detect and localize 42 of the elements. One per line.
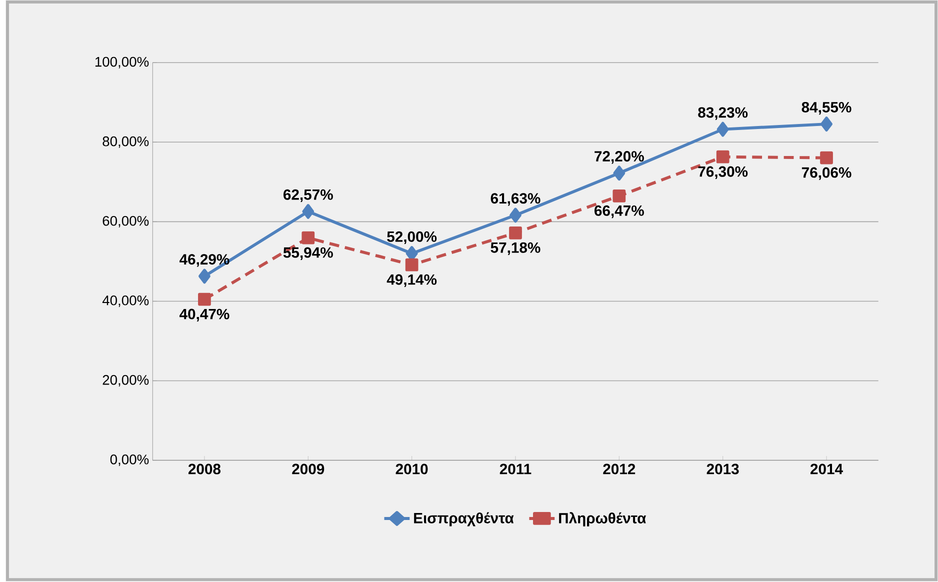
y-tick-label: 40,00% [102,296,149,308]
data-label: 66,47% [594,206,644,218]
x-tick-label: 2014 [810,464,843,475]
data-label: 76,30% [698,166,748,180]
point [820,116,832,132]
y-tick-label: 80,00% [102,136,149,148]
point [613,166,626,181]
data-label: 72,20% [594,151,644,164]
data-label: 83,23% [698,107,748,120]
data-label: 40,47% [179,309,230,322]
data-label: 84,55% [802,102,852,115]
data-label: 76,06% [802,167,852,180]
y-tick-label: 0,00% [110,454,149,466]
data-label: 61,63% [490,193,540,206]
data-label: 57,18% [490,242,540,256]
point [198,268,210,284]
y-tick-label: 20,00% [102,375,149,387]
y-tick-label: 60,00% [102,216,149,228]
data-label: 49,14% [386,274,437,288]
point [405,258,418,272]
point [716,122,729,137]
x-tick-label: 2010 [396,464,428,475]
x-tick-label: 2009 [292,464,324,475]
x-tick-label: 2011 [500,464,532,475]
point [509,226,522,240]
point [820,152,833,164]
point [510,208,522,223]
point [302,232,315,244]
legend-label: Πληρωθέντα [559,512,646,527]
point [612,190,626,203]
data-label: 52,00% [387,232,437,244]
data-label: 46,29% [179,254,230,267]
x-tick-label: 2008 [188,464,221,475]
point [716,150,730,164]
point [302,204,314,220]
x-tick-label: 2013 [706,464,739,475]
data-label: 62,57% [283,190,333,202]
point [198,293,211,306]
data-label: 55,94% [283,247,333,260]
x-tick-label: 2012 [603,464,636,475]
legend-label: Εισπραχθέντα [414,512,514,526]
y-tick-label: 100,00% [95,57,149,69]
